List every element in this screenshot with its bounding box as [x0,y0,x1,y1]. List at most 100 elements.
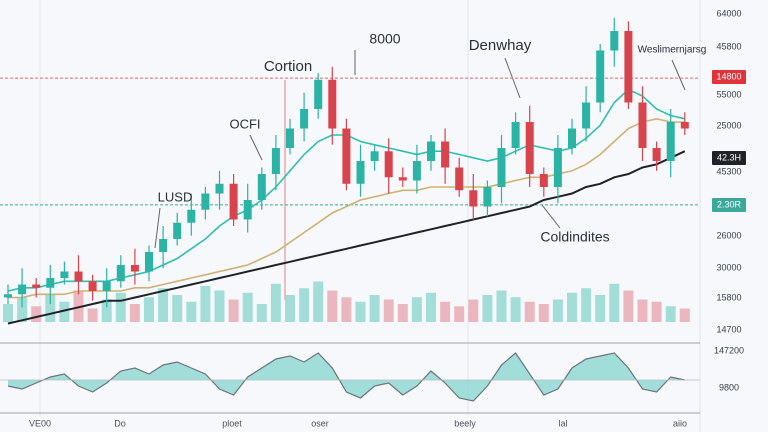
price-label: 26000 [716,230,741,240]
volume-bar [496,290,507,322]
candle-body [398,177,407,181]
oscillator-line [7,352,685,402]
price-label: 9800 [719,382,739,392]
oscillator-area [8,353,685,401]
x-label: beely [454,418,476,428]
volume-bar [200,286,211,322]
volume-bar [623,290,634,322]
price-badge [712,151,746,165]
candle-body [680,122,689,129]
candle-body [229,183,238,220]
candle-body [60,271,69,278]
price-label: 25000 [716,120,741,130]
volume-bar [228,299,239,322]
pointer [154,207,161,249]
volume-bar [609,283,620,322]
price-badge [712,198,746,212]
annotation: Coldindites [540,229,609,245]
x-label: Do [114,418,126,428]
volume-bar [327,290,338,322]
volume-bar [510,297,521,322]
pointer [249,134,263,161]
candle-body [666,122,675,161]
volume-bar [313,281,324,322]
volume-bar [552,299,563,322]
volume-bar [482,295,493,322]
x-label: aiio [673,418,687,428]
volume-bar [17,297,28,322]
candle-body [74,271,83,282]
candle-body [582,102,591,129]
candle-body [159,239,168,252]
volume-bar [355,301,366,322]
price-label: 30000 [716,262,741,272]
moving-average [8,117,685,299]
volume-bar [440,301,451,322]
annotation: Weslimernjarsg [638,45,707,56]
price-label: 14700 [716,324,741,334]
volume-bar [426,292,436,322]
volume-bar [115,292,126,322]
candle-body [187,209,196,223]
candle-body [102,281,111,291]
candle-body [384,151,393,178]
price-label: 55000 [716,89,741,99]
annotation: 8000 [369,31,400,47]
candle-body [201,193,210,210]
pointer [671,59,686,91]
annotation: Cortion [264,58,312,75]
candle-body [116,265,125,282]
volume-bar [299,288,310,322]
volume-bar [158,288,169,322]
volume-bar [186,301,197,322]
candle-body [539,174,548,187]
candle-body [511,122,520,148]
x-label: VE00 [29,418,51,428]
volume-bar [651,301,662,322]
volume-bar [524,301,535,322]
volume-bar [341,297,352,322]
candle-body [257,174,266,200]
price-label: 64000 [716,8,741,18]
candle-body [243,200,252,220]
volume-bar [285,295,295,322]
volume-bar [214,290,225,322]
volume-bar [101,299,112,322]
volume-bar [45,295,56,322]
volume-bar [172,295,183,322]
candle-body [4,294,12,298]
pointer [541,204,561,229]
price-label: 147200 [714,345,744,355]
candle-body [652,148,661,161]
candle-body [32,284,41,288]
x-label: ploet [222,418,242,428]
volume-bar [665,306,676,322]
price-label: 45300 [716,166,741,176]
price-label: 42.3H [717,152,741,162]
moving-average [7,150,686,325]
candle-body [610,31,619,51]
candle-body [46,278,55,288]
candle-body [441,141,450,168]
volume-bar [397,304,408,322]
volume-bar [242,292,253,322]
candle-body [328,79,337,129]
candle-body [271,148,280,174]
price-badge [712,70,746,84]
volume-bar [87,308,98,322]
volume-bar [31,306,42,322]
price-label: 2.30R [717,199,742,209]
candle-body [483,187,492,207]
volume-bar [411,297,422,322]
volume-bar [581,288,592,322]
candle-body [553,148,562,187]
volume-bar [538,304,549,322]
candle-body [18,284,27,295]
candle-body [215,183,224,194]
candle-body [286,128,294,148]
candle-body [370,151,379,161]
candle-body [314,79,323,109]
volume-bar [383,299,394,322]
